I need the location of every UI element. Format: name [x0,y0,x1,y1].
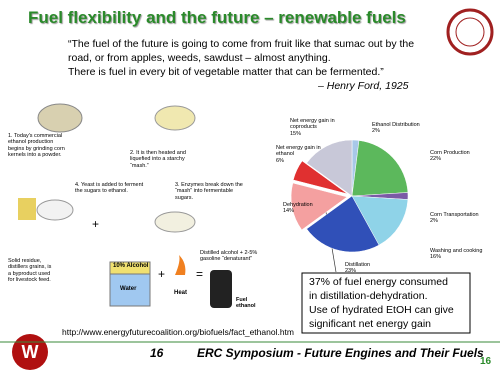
yeast-plate [36,199,74,221]
step-label: 3. Enzymes break down the “mash” into fe… [175,182,243,201]
pie-label: Distillation 23% [345,262,403,275]
pie-label: Ethanol Distribution 2% [372,122,430,135]
slide-number: 16 [480,356,492,367]
step-label: Solid residue, distillers grains, is a b… [8,258,52,283]
step-label: Distilled alcohol + 2-5% gasoline “denat… [200,250,258,263]
yeast-box [18,198,36,220]
pie-category: Net energy gain in ethanol [276,145,321,158]
note-box [301,272,471,334]
uw-letter: W [22,342,39,362]
pie-value: 2% [372,128,380,135]
note-line: 37% of fuel energy consumed [309,276,448,288]
pie-slice [292,160,348,195]
tank-label: Water [120,286,137,292]
pie-category: Corn Transportation [430,212,479,218]
step-label: 2. It is then heated and liquefied into … [130,150,186,169]
pie-value: 22% [430,156,442,163]
pie-slice [290,182,348,231]
quote-line: road, or from apples, weeds, sawdust – a… [68,52,331,64]
pie-category: Ethanol Distribution [372,122,420,128]
page-number: 16 [150,346,164,360]
step-label: 1. Today's commercial ethanol production… [8,133,65,158]
pie-label: Net energy gain in ethanol 6% [276,145,334,164]
step-label: 4. Yeast is added to ferment the sugars … [75,182,144,195]
tank-bottom [109,273,151,307]
source-url: http://www.energyfuturecoalition.org/bio… [62,327,294,337]
pie-value: 6% [276,157,284,164]
flame [175,255,186,275]
pie-value: 16% [430,254,442,261]
sugar-bowl [154,211,196,233]
uw-logo [12,334,48,370]
tank-label: 10% Alcohol [113,263,149,269]
title: Fuel flexibility and the future – renewa… [28,8,406,27]
pie-slice [306,195,380,253]
seal-logo [446,8,494,56]
pie-slice [306,139,353,197]
pie-category: Corn Production [430,150,470,156]
note-line: Use of hydrated EtOH can give [309,304,454,316]
pie-value: 14% [283,208,295,215]
pie-category: Washing and cooking [430,248,483,254]
quote-line: “The fuel of the future is going to come… [68,38,415,50]
pie-value: 2% [430,218,438,225]
pie [290,139,409,253]
event-name: ERC Symposium - Future Engines and Their… [197,346,484,360]
pie-category: Dehydration [283,202,313,208]
pie-label: Washing and cooking 16% [430,248,488,261]
fuel-nozzle [210,270,232,308]
seal-inner [455,17,485,47]
pie-category: Distillation [345,262,371,268]
equals-sign: = [196,267,204,281]
pie-value: 23% [345,268,357,275]
mortar [37,103,83,133]
quote-attribution: – Henry Ford, 1925 [318,80,409,92]
pie-category: Net energy gain in coproducts [290,118,335,131]
bowl [154,105,196,131]
plus-sign: + [92,217,100,231]
pie-label: Corn Production 22% [430,150,488,163]
pie-label: Dehydration 14% [283,202,341,215]
pie-slice [351,195,409,246]
pie-slice [351,140,409,197]
fuel-label: Fuel ethanol [236,297,256,310]
note-line: in distillation-dehydration. [309,290,428,302]
quote-line: There is fuel in every bit of vegetable … [68,66,384,78]
pie-label: Corn Transportation 2% [430,212,488,225]
plus-sign: + [158,267,166,281]
pie-label: Net energy gain in coproducts 15% [290,118,348,137]
note-line: significant net energy gain [309,318,431,330]
pie-value: 15% [290,130,302,137]
heat-label: Heat [174,290,188,296]
